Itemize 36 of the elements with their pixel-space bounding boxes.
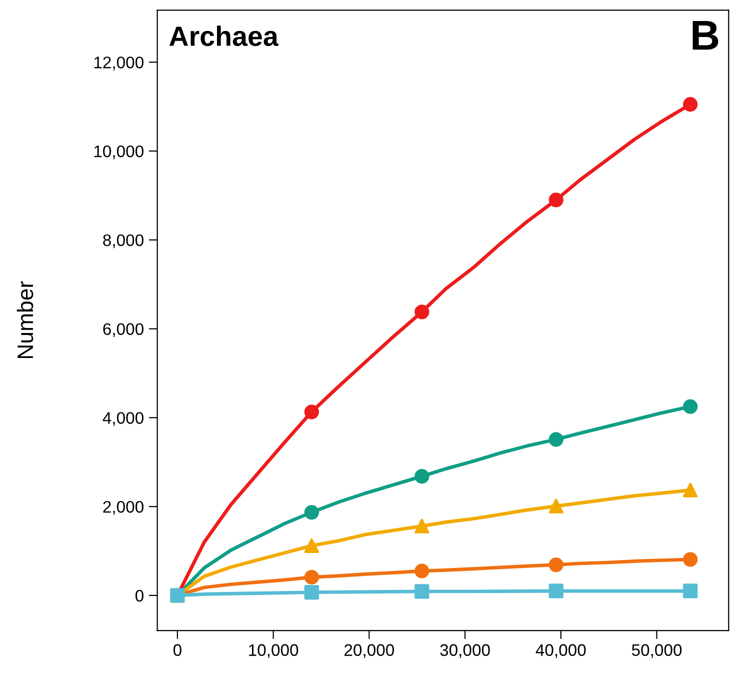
point — [548, 192, 564, 208]
x-tick-label: 50,000 — [632, 644, 682, 658]
point — [682, 584, 698, 598]
x-tick-label: 10,000 — [249, 644, 298, 658]
y-tick-label: 4,000 — [102, 412, 144, 426]
y-tick-label: 8,000 — [103, 234, 144, 248]
point — [304, 570, 319, 585]
x-tick-label: 20,000 — [344, 644, 394, 658]
point — [304, 505, 319, 520]
point — [682, 552, 698, 567]
chart-title: Archaea — [169, 26, 279, 46]
point — [682, 482, 698, 498]
point — [304, 404, 319, 420]
point — [304, 585, 319, 600]
y-tick-label: 6,000 — [103, 323, 144, 337]
y-tick-label: 10,000 — [94, 145, 144, 160]
point — [548, 584, 564, 598]
x-tick-label: 30,000 — [440, 644, 490, 658]
point — [548, 498, 564, 514]
y-tick-label: 12,000 — [94, 56, 144, 70]
point — [304, 538, 319, 553]
point — [682, 399, 698, 414]
y-tick-label: 0 — [135, 590, 144, 602]
point — [414, 304, 430, 320]
point — [414, 518, 430, 534]
point — [414, 564, 430, 578]
point — [548, 557, 564, 572]
point — [682, 97, 698, 112]
point — [414, 584, 430, 599]
y-axis-title: Number — [16, 281, 34, 358]
x-tick-label: 40,000 — [536, 644, 586, 658]
x-tick-label: 0 — [173, 644, 182, 656]
point — [548, 432, 564, 447]
annotation: B — [692, 21, 718, 50]
point — [414, 469, 430, 484]
y-tick-label: 2,000 — [103, 500, 144, 515]
